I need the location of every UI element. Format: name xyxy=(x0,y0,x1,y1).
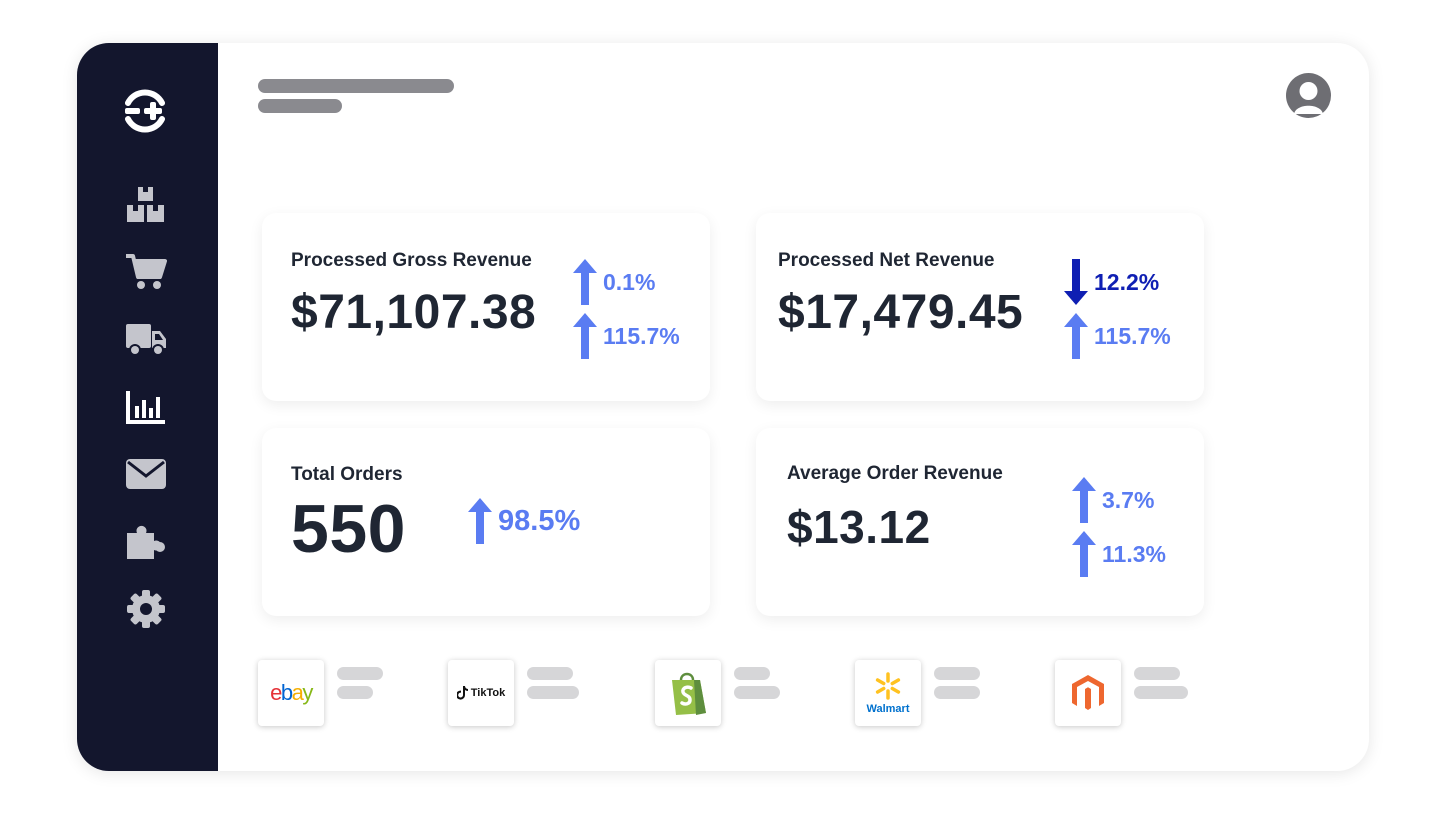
metric-title: Average Order Revenue xyxy=(787,463,1003,484)
metric-delta-text: 115.7% xyxy=(603,322,680,349)
metric-delta: 115.7% xyxy=(1064,313,1171,359)
platform-text-placeholder xyxy=(527,686,579,699)
header-title-placeholder xyxy=(258,79,454,93)
user-avatar-icon[interactable] xyxy=(1286,73,1331,118)
walmart-spark-logo[interactable]: Walmart xyxy=(855,660,921,726)
platform-text-placeholder xyxy=(734,667,770,680)
arrow-up-icon xyxy=(573,259,597,305)
metric-delta: 3.7% xyxy=(1072,477,1154,523)
metric-value: $17,479.45 xyxy=(778,286,1024,339)
platform-text-placeholder xyxy=(527,667,573,680)
metric-delta-text: 12.2% xyxy=(1094,268,1160,295)
shopify-bag-logo[interactable] xyxy=(655,660,721,726)
metric-delta: 12.2% xyxy=(1064,259,1159,305)
platform-text-placeholder xyxy=(1134,667,1180,680)
metric-card-net-revenue: Processed Net Revenue $17,479.45 12.2% 1… xyxy=(756,213,1204,401)
arrow-up-icon xyxy=(1072,477,1096,523)
metric-delta: 11.3% xyxy=(1072,531,1166,577)
metric-value: $13.12 xyxy=(787,501,931,553)
arrow-up-icon xyxy=(1072,531,1096,577)
arrow-up-icon xyxy=(573,313,597,359)
platform-text-placeholder xyxy=(734,686,780,699)
metric-delta-text: 0.1% xyxy=(603,268,656,295)
sidebar xyxy=(77,43,218,771)
delivery-truck-icon xyxy=(126,324,166,356)
brand-plus-circle-icon[interactable] xyxy=(122,88,168,134)
metric-delta: 98.5% xyxy=(468,498,580,544)
ebay-logo[interactable]: ebay xyxy=(258,660,324,726)
metric-value: $71,107.38 xyxy=(291,286,537,339)
envelope-icon xyxy=(126,459,166,489)
shopping-cart-icon xyxy=(126,254,167,289)
sidebar-item-shipping[interactable] xyxy=(125,319,167,361)
metric-value: 550 xyxy=(291,491,406,567)
metric-delta-text: 11.3% xyxy=(1102,540,1166,567)
metric-delta-text: 98.5% xyxy=(498,504,581,537)
metric-delta: 115.7% xyxy=(573,313,680,359)
sidebar-item-analytics[interactable] xyxy=(125,386,167,428)
sidebar-item-settings[interactable] xyxy=(125,588,167,630)
puzzle-piece-icon xyxy=(127,525,165,559)
metric-delta-text: 115.7% xyxy=(1094,322,1171,349)
platform-text-placeholder xyxy=(1134,686,1188,699)
bar-chart-icon xyxy=(126,391,165,424)
metric-card-gross-revenue: Processed Gross Revenue $71,107.38 0.1% … xyxy=(262,213,710,401)
arrow-up-icon xyxy=(1064,313,1088,359)
arrow-down-icon xyxy=(1064,259,1088,305)
metric-title: Processed Net Revenue xyxy=(778,250,995,271)
header-subtitle-placeholder xyxy=(258,99,342,113)
sidebar-item-orders[interactable] xyxy=(125,251,167,293)
metric-title: Processed Gross Revenue xyxy=(291,250,532,271)
platform-text-placeholder xyxy=(337,667,383,680)
platform-text-placeholder xyxy=(934,686,980,699)
metric-title: Total Orders xyxy=(291,464,403,485)
sidebar-item-integrations[interactable] xyxy=(125,521,167,563)
arrow-up-icon xyxy=(468,498,492,544)
sidebar-item-inventory[interactable] xyxy=(125,184,167,226)
metric-card-average-order-revenue: Average Order Revenue $13.12 3.7% 11.3% xyxy=(756,428,1204,616)
metric-card-total-orders: Total Orders 550 98.5% xyxy=(262,428,710,616)
gear-icon xyxy=(127,590,165,628)
tiktok-logo[interactable]: TikTok xyxy=(448,660,514,726)
metric-delta-text: 3.7% xyxy=(1102,486,1155,513)
metric-delta: 0.1% xyxy=(573,259,655,305)
platform-text-placeholder xyxy=(934,667,980,680)
dashboard-window: Processed Gross Revenue $71,107.38 0.1% … xyxy=(77,43,1369,771)
boxes-icon xyxy=(127,187,164,222)
sidebar-item-messages[interactable] xyxy=(125,453,167,495)
magento-logo[interactable] xyxy=(1055,660,1121,726)
platform-text-placeholder xyxy=(337,686,373,699)
